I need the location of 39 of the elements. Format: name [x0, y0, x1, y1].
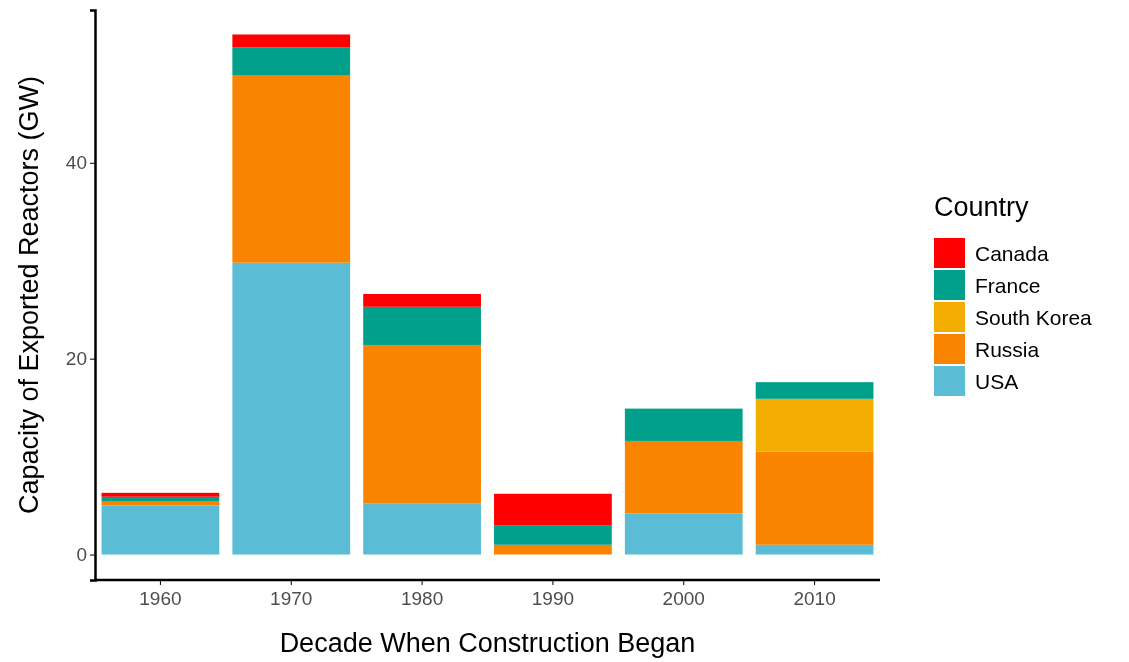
legend-title: Country: [934, 192, 1030, 222]
bar: [624, 440, 743, 514]
bar: [624, 513, 743, 555]
bar: [101, 492, 220, 497]
bar: [101, 496, 220, 502]
bar: [363, 344, 481, 504]
x-tick-label: 1990: [531, 588, 575, 610]
legend-label: France: [975, 274, 1041, 297]
bar: [232, 262, 351, 555]
x-axis-title: Decade When Construction Began: [279, 628, 696, 658]
bar: [494, 544, 612, 555]
y-tick-label: 0: [76, 544, 87, 566]
bar: [101, 501, 220, 506]
x-tick-label: 2000: [662, 588, 705, 610]
bar: [755, 544, 874, 555]
x-tick-label: 1980: [400, 588, 444, 610]
bar: [363, 503, 481, 555]
x-tick-label: 1970: [270, 588, 313, 610]
bar: [755, 382, 874, 399]
bar: [232, 34, 351, 48]
bar: [363, 294, 481, 307]
bar: [624, 408, 743, 441]
bar: [755, 451, 874, 545]
x-tick-label: 1960: [139, 588, 182, 610]
y-axis-title: Capacity of Exported Reactors (GW): [14, 75, 44, 515]
bar: [494, 493, 612, 526]
y-tick-label: 40: [65, 152, 87, 174]
x-tick-label: 2010: [793, 588, 836, 610]
legend-label: USA: [975, 370, 1019, 393]
legend-label: Canada: [975, 242, 1049, 265]
bar: [363, 306, 481, 345]
legend-label: Russia: [975, 338, 1040, 361]
bar: [232, 47, 351, 76]
bar: [494, 525, 612, 545]
bar: [101, 505, 220, 555]
y-tick-label: 20: [65, 348, 87, 370]
bar: [755, 398, 874, 452]
bar: [232, 75, 351, 263]
legend-label: South Korea: [975, 306, 1093, 329]
